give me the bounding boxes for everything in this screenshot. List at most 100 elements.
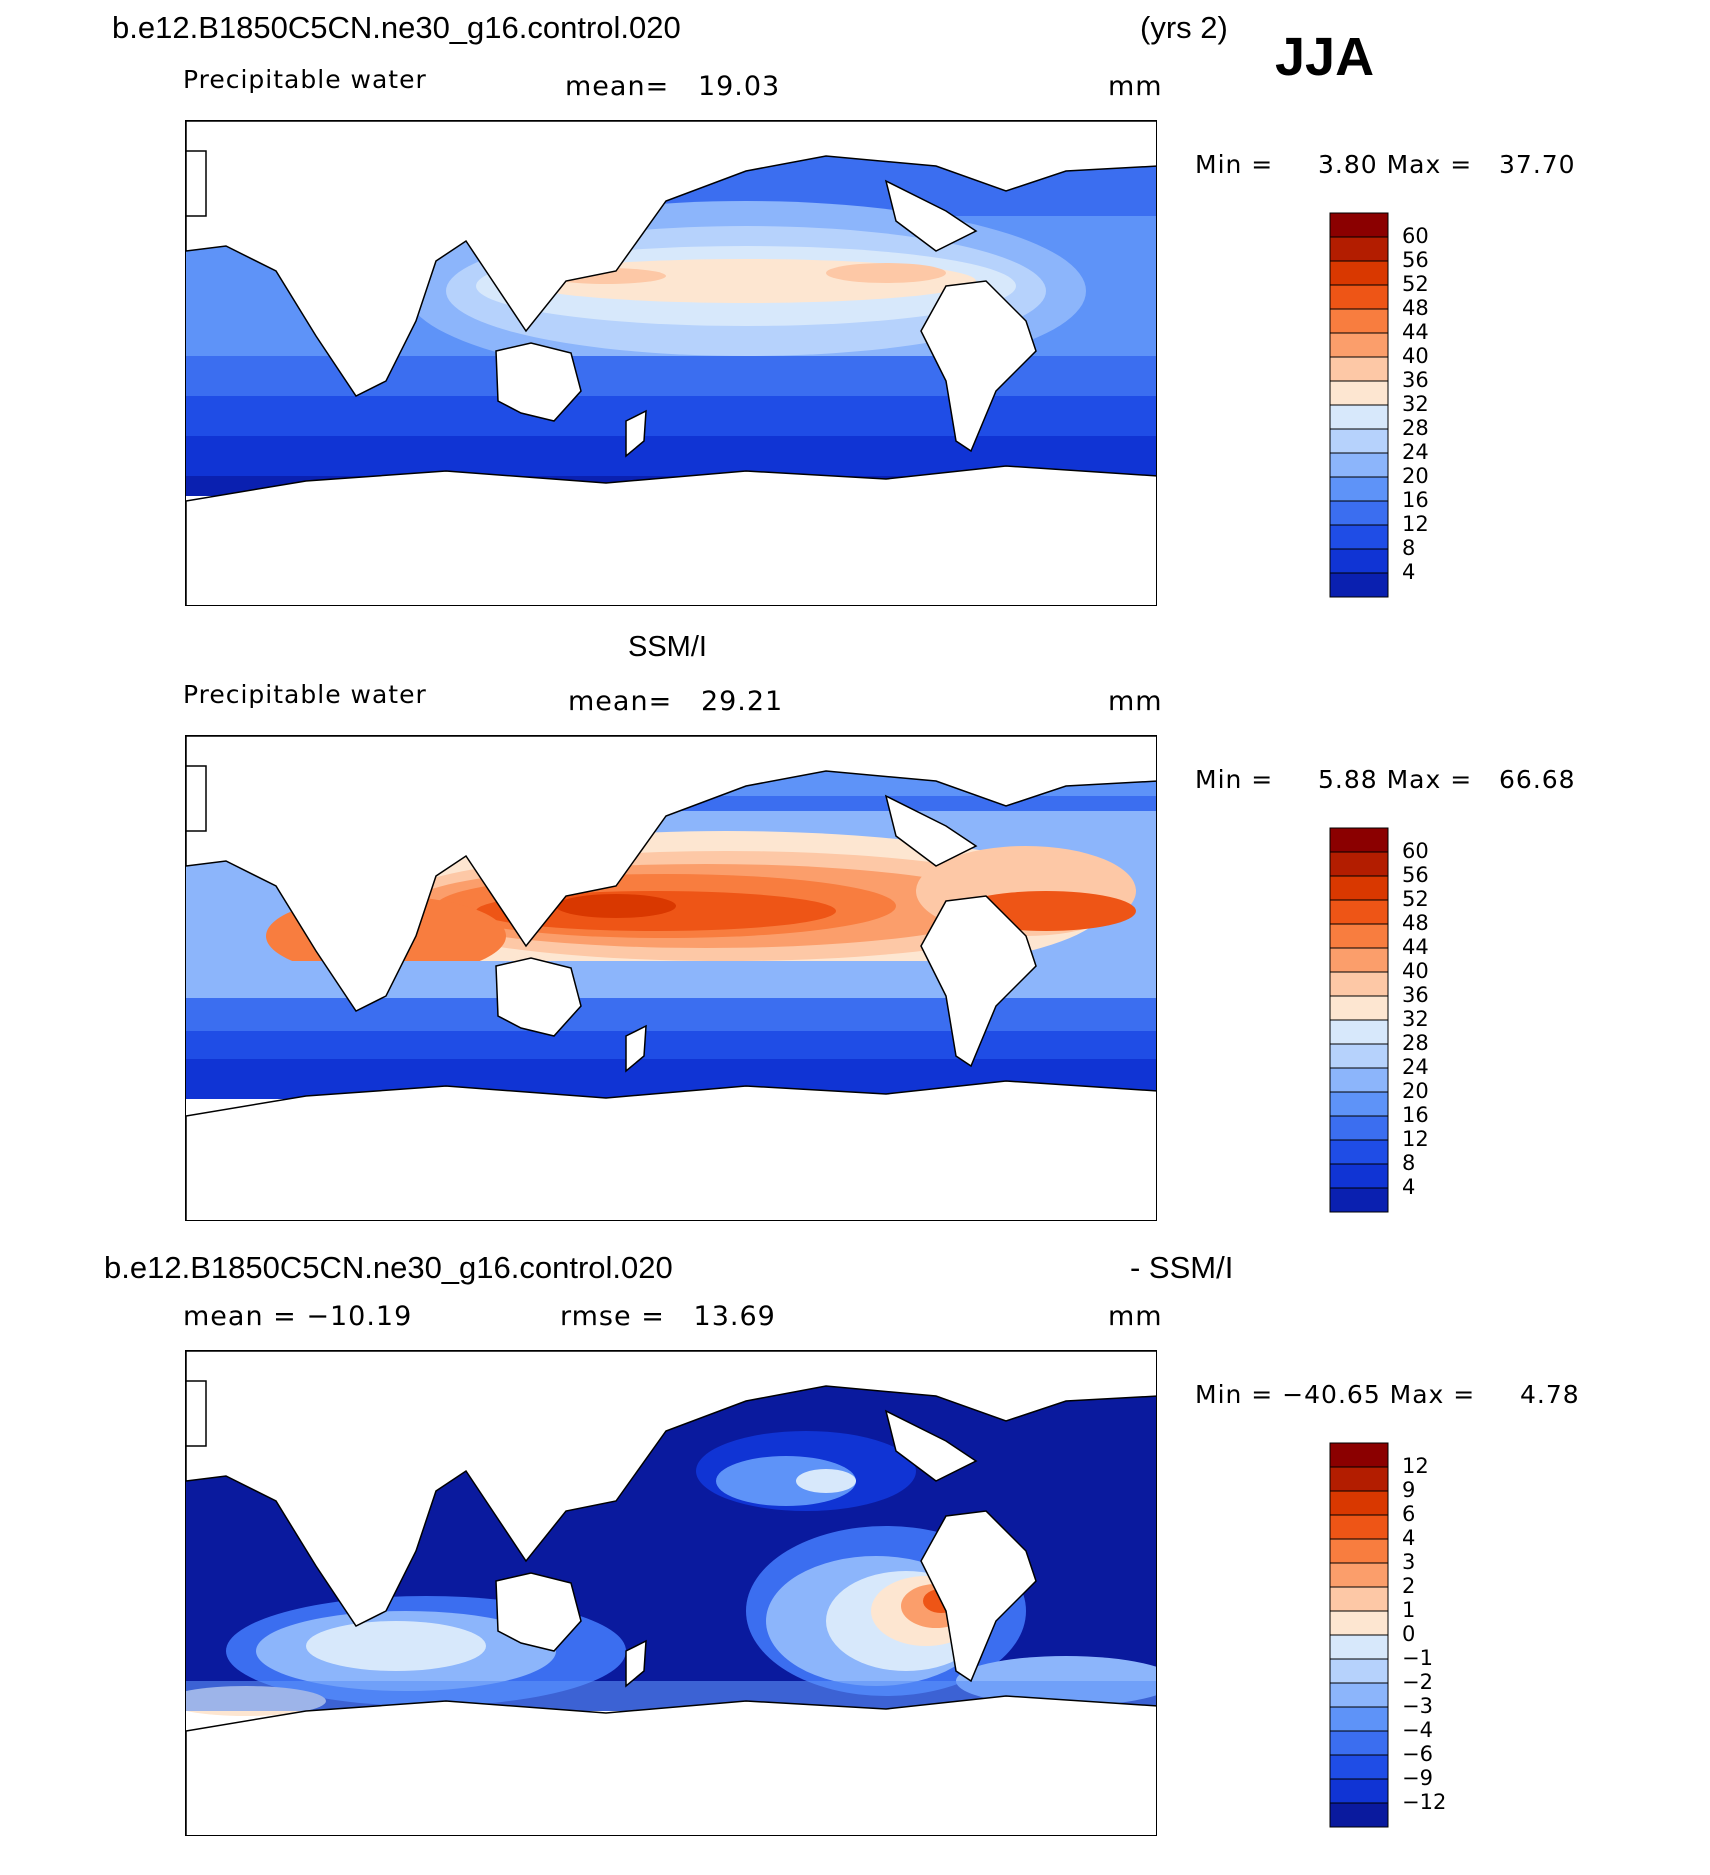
colorbar-tick-label: 48 [1402,296,1429,320]
colorbar-swatch [1329,851,1389,877]
colorbar-swatch [1329,1682,1389,1708]
colorbar-tick-label: 16 [1402,488,1429,512]
panel3-map [185,1350,1157,1836]
colorbar-swatch [1329,827,1389,853]
continents [186,1351,1156,1835]
colorbar-tick-label: 56 [1402,863,1429,887]
colorbar-swatch [1329,380,1389,406]
colorbar-tick-label: 12 [1402,1127,1429,1151]
panel2-title: SSM/I [628,631,707,663]
colorbar-tick-label: 12 [1402,512,1429,536]
colorbar-swatch [1329,1586,1389,1612]
colorbar-tick-label: −2 [1402,1670,1433,1694]
colorbar-swatch [1329,404,1389,430]
colorbar-swatch [1329,1754,1389,1780]
colorbar-tick-label: 16 [1402,1103,1429,1127]
panel1-colorbar [1329,212,1389,598]
colorbar-swatch [1329,212,1389,238]
colorbar-tick-label: 4 [1402,1175,1416,1199]
colorbar-tick-label: 20 [1402,1079,1429,1103]
panel3-title-left: b.e12.B1850C5CN.ne30_g16.control.020 [104,1250,673,1285]
colorbar-tick-label: 3 [1402,1550,1416,1574]
colorbar-tick-label: 40 [1402,344,1429,368]
panel1-variable: Precipitable water [183,65,427,94]
colorbar-swatch [1329,428,1389,454]
colorbar-swatch [1329,332,1389,358]
colorbar-swatch [1329,524,1389,550]
colorbar-tick-label: −3 [1402,1694,1433,1718]
colorbar-tick-label: 56 [1402,248,1429,272]
colorbar-swatch [1329,1091,1389,1117]
continents [186,736,1156,1220]
colorbar-swatch [1329,452,1389,478]
colorbar-tick-label: −9 [1402,1766,1433,1790]
season-label: JJA [1275,27,1375,87]
colorbar-swatch [1329,476,1389,502]
panel2-colorbar [1329,827,1389,1213]
colorbar-swatch [1329,1043,1389,1069]
colorbar-swatch [1329,1442,1389,1468]
colorbar-tick-label: 28 [1402,1031,1429,1055]
colorbar-tick-label: 44 [1402,935,1429,959]
colorbar-swatch [1329,1466,1389,1492]
colorbar-swatch [1329,1706,1389,1732]
colorbar-tick-label: 32 [1402,392,1429,416]
colorbar-swatch [1329,995,1389,1021]
panel1-minmax: Min = 3.80 Max = 37.70 [1195,150,1576,179]
colorbar-swatch [1329,1778,1389,1804]
colorbar-swatch [1329,308,1389,334]
colorbar-swatch [1329,1067,1389,1093]
colorbar-tick-label: 28 [1402,416,1429,440]
colorbar-tick-label: 32 [1402,1007,1429,1031]
panel3-units: mm [1108,1301,1163,1332]
colorbar-swatch [1329,1115,1389,1141]
colorbar-swatch [1329,1658,1389,1684]
colorbar-tick-label: 60 [1402,839,1429,863]
colorbar-swatch [1329,1610,1389,1636]
colorbar-tick-label: −1 [1402,1646,1433,1670]
panel2-map [185,735,1157,1221]
colorbar-swatch [1329,1634,1389,1660]
case-title: b.e12.B1850C5CN.ne30_g16.control.020 [112,10,681,45]
colorbar-swatch [1329,1163,1389,1189]
panel2-mean: mean= 29.21 [568,686,784,717]
colorbar-tick-label: 60 [1402,224,1429,248]
colorbar-swatch [1329,236,1389,262]
colorbar-tick-label: 48 [1402,911,1429,935]
panel1-map [185,120,1157,606]
colorbar-tick-label: 0 [1402,1622,1416,1646]
colorbar-tick-label: 2 [1402,1574,1416,1598]
colorbar-tick-label: −12 [1402,1790,1447,1814]
colorbar-tick-label: −4 [1402,1718,1433,1742]
panel1-units: mm [1108,71,1163,102]
colorbar-swatch [1329,260,1389,286]
colorbar-tick-label: 52 [1402,272,1429,296]
colorbar-tick-label: 36 [1402,983,1429,1007]
panel2-minmax: Min = 5.88 Max = 66.68 [1195,765,1576,794]
colorbar-tick-label: 44 [1402,320,1429,344]
panel3-minmax: Min = −40.65 Max = 4.78 [1195,1380,1580,1409]
colorbar-swatch [1329,947,1389,973]
colorbar-tick-label: 12 [1402,1454,1429,1478]
colorbar-tick-label: −6 [1402,1742,1433,1766]
colorbar-tick-label: 4 [1402,1526,1416,1550]
colorbar-tick-label: 24 [1402,440,1429,464]
colorbar-tick-label: 6 [1402,1502,1416,1526]
panel3-rmse: rmse = 13.69 [560,1301,776,1332]
colorbar-swatch [1329,1802,1389,1828]
years-label: (yrs 2) [1140,10,1228,45]
colorbar-tick-label: 24 [1402,1055,1429,1079]
colorbar-tick-label: 4 [1402,560,1416,584]
colorbar-swatch [1329,1538,1389,1564]
colorbar-tick-label: 8 [1402,1151,1416,1175]
colorbar-swatch [1329,1139,1389,1165]
colorbar-tick-label: 20 [1402,464,1429,488]
colorbar-swatch [1329,923,1389,949]
colorbar-swatch [1329,1514,1389,1540]
colorbar-swatch [1329,899,1389,925]
colorbar-swatch [1329,1187,1389,1213]
colorbar-swatch [1329,1730,1389,1756]
colorbar-swatch [1329,971,1389,997]
colorbar-tick-label: 9 [1402,1478,1416,1502]
panel2-units: mm [1108,686,1163,717]
